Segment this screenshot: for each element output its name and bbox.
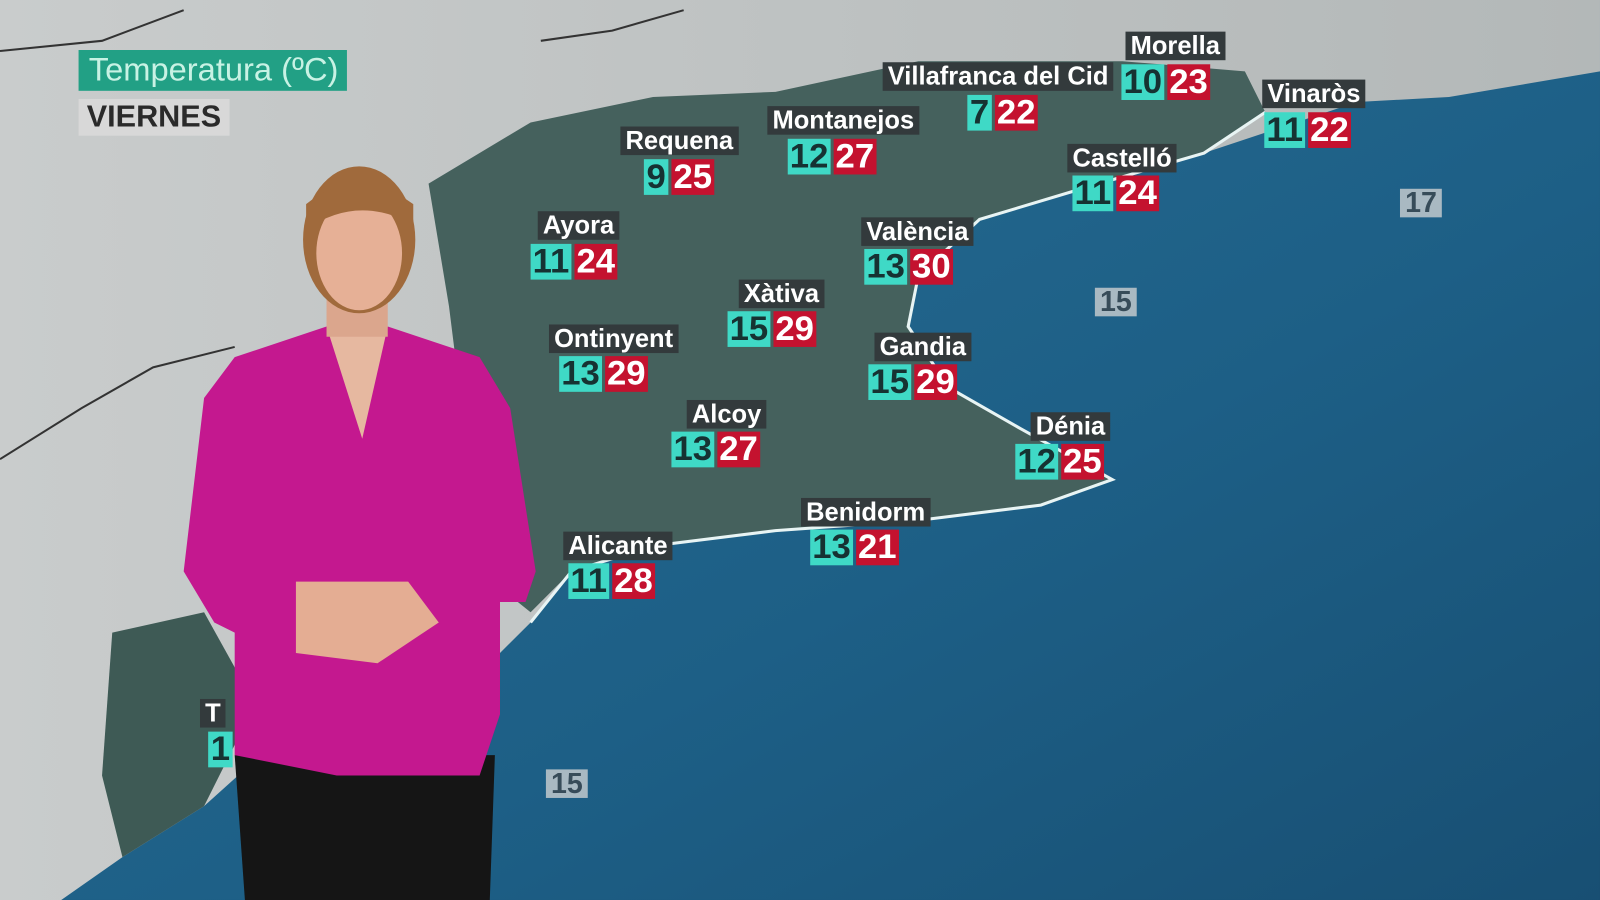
max-temp: 25 — [1061, 443, 1104, 480]
coastline — [529, 110, 1267, 624]
max-temp: 23 — [1167, 64, 1210, 100]
min-temp: 11 — [568, 563, 610, 599]
max-temp: 24 — [1116, 175, 1159, 212]
min-temp: 9 — [643, 159, 669, 195]
min-temp: 13 — [559, 356, 602, 392]
sea-temp: 15 — [1094, 287, 1137, 317]
min-temp: 11 — [530, 243, 572, 280]
min-temp: 13 — [864, 248, 907, 285]
max-temp: 22 — [994, 94, 1038, 131]
sea-temp: 15 — [545, 769, 588, 798]
city-name: Morella — [1125, 31, 1226, 61]
forecast-day: VIERNES — [78, 98, 230, 136]
city-name: Alcoy — [686, 399, 767, 429]
max-temp: 29 — [914, 364, 957, 400]
city-name: Dénia — [1030, 412, 1111, 441]
max-temp: 22 — [1308, 112, 1351, 148]
map-title: Temperatura (ºC) — [78, 49, 347, 91]
partial-min-temp: 1 — [208, 731, 233, 768]
city-name: Castelló — [1067, 143, 1177, 173]
min-temp: 10 — [1121, 64, 1165, 100]
max-temp: 27 — [717, 431, 760, 468]
city-name: Villafranca del Cid — [882, 62, 1114, 91]
sea-temp: 17 — [1399, 188, 1442, 218]
min-temp: 13 — [810, 529, 853, 566]
min-temp: 7 — [967, 94, 992, 131]
max-temp: 28 — [612, 563, 655, 599]
city-name: Montanejos — [767, 106, 920, 135]
city-name: Ayora — [537, 211, 620, 240]
city-name: Ontinyent — [548, 324, 679, 354]
max-temp: 25 — [671, 159, 715, 195]
max-temp: 21 — [855, 529, 899, 566]
min-temp: 12 — [787, 138, 831, 175]
max-temp: 27 — [833, 138, 877, 175]
city-name: València — [861, 217, 974, 246]
presenter — [183, 166, 536, 900]
city-name: Benidorm — [801, 497, 931, 527]
max-temp: 29 — [773, 311, 816, 347]
max-temp: 24 — [574, 243, 618, 280]
min-temp: 11 — [1072, 175, 1114, 212]
max-temp: 30 — [910, 248, 953, 285]
partial-city-name: T — [199, 698, 226, 728]
min-temp: 15 — [868, 364, 912, 400]
city-name: Alicante — [563, 531, 673, 561]
city-name: Requena — [620, 126, 739, 156]
min-temp: 15 — [727, 311, 771, 347]
min-temp: 11 — [1264, 112, 1306, 148]
city-name: Vinaròs — [1262, 79, 1366, 109]
max-temp: 29 — [604, 356, 648, 392]
min-temp: 12 — [1015, 443, 1058, 480]
min-temp: 13 — [671, 431, 715, 468]
city-name: Gandia — [874, 332, 972, 362]
land-murcia — [102, 612, 256, 858]
border-line — [0, 9, 684, 461]
city-name: Xàtiva — [738, 279, 825, 309]
